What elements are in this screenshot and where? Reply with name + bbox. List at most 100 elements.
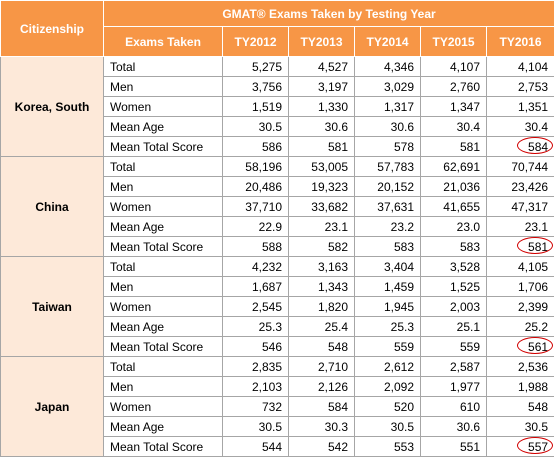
year-header: TY2012 bbox=[223, 27, 289, 57]
cell-value: 3,163 bbox=[289, 257, 355, 277]
cell-value: 1,351 bbox=[487, 97, 554, 117]
row-label: Women bbox=[104, 397, 223, 417]
cell-value: 30.5 bbox=[223, 417, 289, 437]
cell-value: 1,687 bbox=[223, 277, 289, 297]
cell-value: 53,005 bbox=[289, 157, 355, 177]
cell-value: 548 bbox=[289, 337, 355, 357]
cell-value: 2,760 bbox=[421, 77, 487, 97]
cell-value: 30.6 bbox=[289, 117, 355, 137]
cell-value: 1,519 bbox=[223, 97, 289, 117]
cell-value: 2,612 bbox=[355, 357, 421, 377]
cell-value: 3,528 bbox=[421, 257, 487, 277]
cell-value: 2,092 bbox=[355, 377, 421, 397]
cell-value: 582 bbox=[289, 237, 355, 257]
cell-value: 2,536 bbox=[487, 357, 554, 377]
cell-value: 23.0 bbox=[421, 217, 487, 237]
row-label: Total bbox=[104, 157, 223, 177]
cell-value: 3,756 bbox=[223, 77, 289, 97]
cell-value: 25.2 bbox=[487, 317, 554, 337]
cell-value: 33,682 bbox=[289, 197, 355, 217]
cell-value: 581 bbox=[289, 137, 355, 157]
cell-value: 30.4 bbox=[421, 117, 487, 137]
country: Korea, South bbox=[1, 57, 104, 157]
cell-value: 4,107 bbox=[421, 57, 487, 77]
row-label: Men bbox=[104, 277, 223, 297]
cell-value: 30.4 bbox=[487, 117, 554, 137]
cell-value: 19,323 bbox=[289, 177, 355, 197]
cell-value: 1,343 bbox=[289, 277, 355, 297]
cell-value: 520 bbox=[355, 397, 421, 417]
cell-value: 544 bbox=[223, 437, 289, 457]
cell-value: 20,486 bbox=[223, 177, 289, 197]
cell-value: 22.9 bbox=[223, 217, 289, 237]
cell-value: 583 bbox=[421, 237, 487, 257]
row-label: Men bbox=[104, 77, 223, 97]
cell-value: 578 bbox=[355, 137, 421, 157]
cell-value: 610 bbox=[421, 397, 487, 417]
cell-value: 2,835 bbox=[223, 357, 289, 377]
cell-value: 62,691 bbox=[421, 157, 487, 177]
row-label: Mean Total Score bbox=[104, 437, 223, 457]
cell-value: 23.1 bbox=[289, 217, 355, 237]
cell-value: 30.5 bbox=[223, 117, 289, 137]
cell-value: 732 bbox=[223, 397, 289, 417]
cell-value: 2,545 bbox=[223, 297, 289, 317]
cell-value: 553 bbox=[355, 437, 421, 457]
cell-value: 561 bbox=[487, 337, 554, 357]
year-header: TY2016 bbox=[487, 27, 554, 57]
cell-value: 23.1 bbox=[487, 217, 554, 237]
cell-value: 1,330 bbox=[289, 97, 355, 117]
cell-value: 1,525 bbox=[421, 277, 487, 297]
row-label: Total bbox=[104, 257, 223, 277]
country: Japan bbox=[1, 357, 104, 457]
cell-value: 2,126 bbox=[289, 377, 355, 397]
table-title: GMAT® Exams Taken by Testing Year bbox=[104, 1, 554, 27]
row-label: Men bbox=[104, 377, 223, 397]
cell-value: 37,710 bbox=[223, 197, 289, 217]
cell-value: 1,977 bbox=[421, 377, 487, 397]
cell-value: 30.6 bbox=[355, 117, 421, 137]
row-label: Men bbox=[104, 177, 223, 197]
cell-value: 548 bbox=[487, 397, 554, 417]
cell-value: 3,197 bbox=[289, 77, 355, 97]
year-header: TY2014 bbox=[355, 27, 421, 57]
cell-value: 20,152 bbox=[355, 177, 421, 197]
cell-value: 546 bbox=[223, 337, 289, 357]
cell-value: 30.5 bbox=[355, 417, 421, 437]
cell-value: 1,706 bbox=[487, 277, 554, 297]
cell-value: 559 bbox=[355, 337, 421, 357]
cell-value: 25.3 bbox=[223, 317, 289, 337]
cell-value: 584 bbox=[487, 137, 554, 157]
cell-value: 70,744 bbox=[487, 157, 554, 177]
cell-value: 581 bbox=[487, 237, 554, 257]
cell-value: 2,587 bbox=[421, 357, 487, 377]
cell-value: 4,105 bbox=[487, 257, 554, 277]
row-label: Women bbox=[104, 97, 223, 117]
country: Taiwan bbox=[1, 257, 104, 357]
row-label: Mean Age bbox=[104, 217, 223, 237]
cell-value: 4,527 bbox=[289, 57, 355, 77]
cell-value: 3,029 bbox=[355, 77, 421, 97]
cell-value: 1,988 bbox=[487, 377, 554, 397]
cell-value: 25.4 bbox=[289, 317, 355, 337]
cell-value: 1,820 bbox=[289, 297, 355, 317]
cell-value: 37,631 bbox=[355, 197, 421, 217]
cell-value: 2,399 bbox=[487, 297, 554, 317]
row-label: Mean Age bbox=[104, 117, 223, 137]
row-label: Mean Total Score bbox=[104, 337, 223, 357]
cell-value: 1,317 bbox=[355, 97, 421, 117]
cell-value: 47,317 bbox=[487, 197, 554, 217]
cell-value: 4,346 bbox=[355, 57, 421, 77]
cell-value: 2,003 bbox=[421, 297, 487, 317]
cell-value: 2,103 bbox=[223, 377, 289, 397]
cell-value: 4,232 bbox=[223, 257, 289, 277]
row-label: Mean Age bbox=[104, 317, 223, 337]
cell-value: 30.5 bbox=[487, 417, 554, 437]
cell-value: 1,347 bbox=[421, 97, 487, 117]
